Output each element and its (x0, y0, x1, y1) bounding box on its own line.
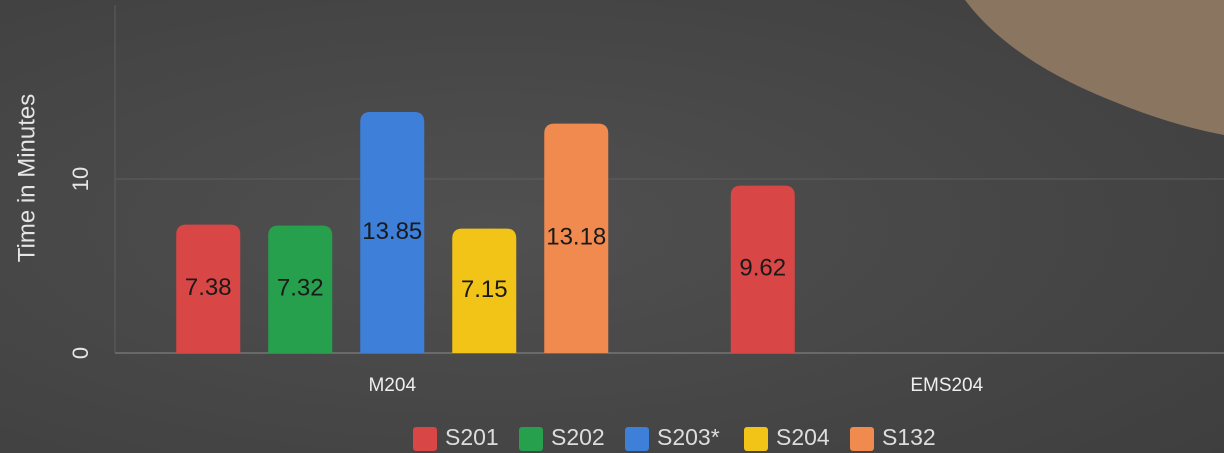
bar (730, 185, 795, 353)
x-tick-label: EMS204 (910, 375, 983, 396)
y-tick-label: 10 (68, 167, 93, 191)
value-label: 13.18 (546, 224, 606, 251)
bar (452, 228, 517, 353)
legend-swatch (850, 427, 874, 451)
bar (360, 112, 425, 353)
y-tick-label: 0 (68, 347, 93, 359)
legend-label: S203* (657, 424, 720, 450)
x-tick-label: M204 (368, 375, 416, 396)
legend-swatch (413, 427, 437, 451)
gravel (965, 0, 1224, 135)
legend-swatch (519, 427, 543, 451)
value-label: 13.85 (362, 218, 422, 245)
value-label: 7.38 (185, 274, 232, 301)
legend-swatch (744, 427, 768, 451)
value-label: 7.32 (277, 275, 324, 302)
bar (544, 123, 609, 353)
bar (268, 225, 333, 353)
legend-label: S201 (445, 424, 499, 450)
y-axis-label: Time in Minutes (13, 94, 40, 263)
legend-label: S132 (882, 424, 936, 450)
value-label: 9.62 (739, 255, 786, 282)
value-label: 7.15 (461, 276, 508, 303)
bar (176, 224, 241, 353)
legend-label: S204 (776, 424, 830, 450)
legend-label: S202 (551, 424, 605, 450)
legend-swatch (625, 427, 649, 451)
